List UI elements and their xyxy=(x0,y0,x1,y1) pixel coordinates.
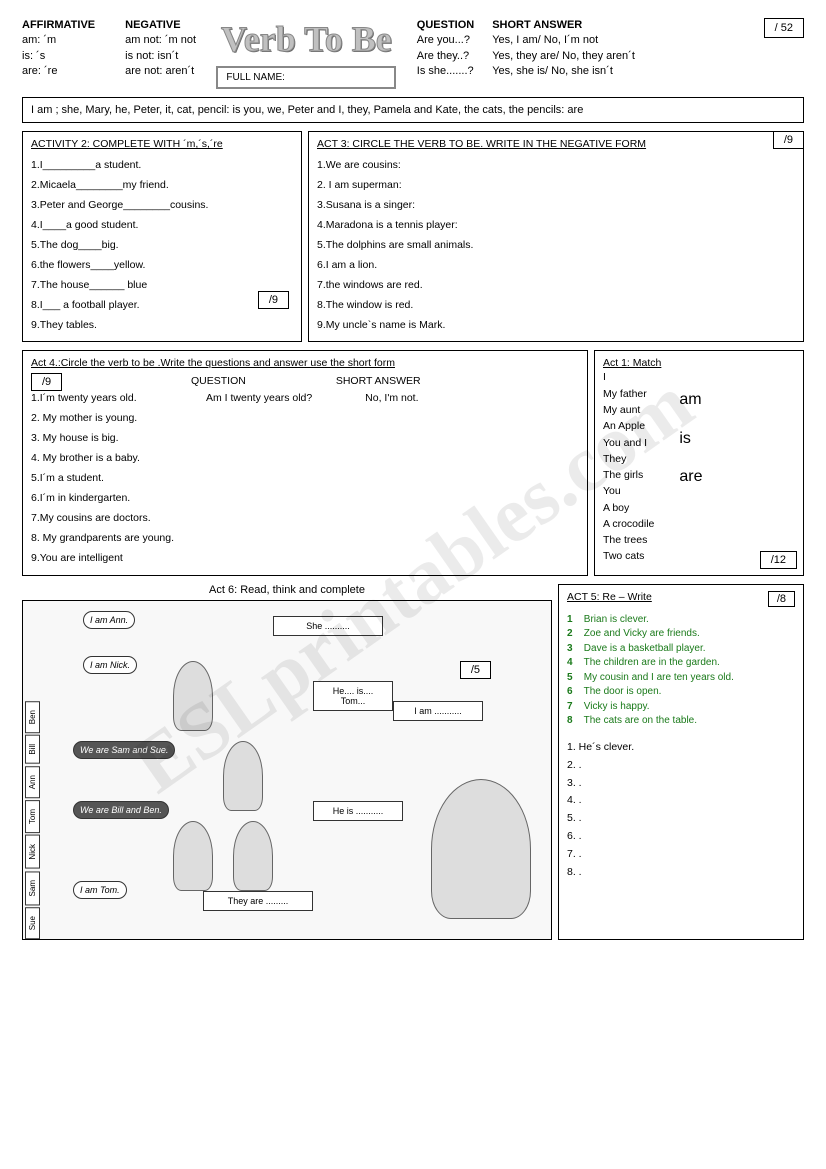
lbl-theyare[interactable]: They are ......... xyxy=(203,891,313,911)
act1-right: amisare xyxy=(679,381,702,564)
act6-score: /5 xyxy=(460,661,491,679)
question-col: QUESTION Are you...? Are they..? Is she.… xyxy=(417,18,474,80)
activity-5: ACT 5: Re – Write /8 1 Brian is clever.2… xyxy=(558,584,804,940)
act4-ah: SHORT ANSWER xyxy=(336,375,421,387)
aff-title: AFFIRMATIVE xyxy=(22,18,95,33)
side-labels: BenBillAnnTomNickSamSue xyxy=(25,701,40,940)
act4-exa: No, I'm not. xyxy=(365,392,418,404)
bubble-ann: I am Ann. xyxy=(83,611,135,629)
a-r2: Yes, they are/ No, they aren´t xyxy=(492,49,635,64)
bubble-tom: I am Tom. xyxy=(73,881,127,899)
activity-6: Act 6: Read, think and complete BenBillA… xyxy=(22,584,552,940)
q-title: QUESTION xyxy=(417,18,474,33)
affirmative-col: AFFIRMATIVE am: ´m is: ´s are: ´re xyxy=(22,18,95,80)
lbl-iam[interactable]: I am ........... xyxy=(393,701,483,721)
act5-score: /8 xyxy=(768,591,795,607)
act4-title: Act 4.:Circle the verb to be .Write the … xyxy=(31,357,579,369)
q-r1: Are you...? xyxy=(417,33,474,48)
negative-col: NEGATIVE am not: ´m not is not: isn´t ar… xyxy=(125,18,196,80)
q-r3: Is she.......? xyxy=(417,64,474,79)
act1-left: IMy fatherMy auntAn AppleYou and ITheyTh… xyxy=(603,369,654,564)
lbl-hetom: He.... is.... Tom... xyxy=(313,681,393,711)
act5-blanks[interactable]: 1. He´s clever.2. .3. .4. .5. .6. .7. .8… xyxy=(567,739,795,882)
act3-score: /9 xyxy=(773,131,804,149)
act4-list: 1.I´m twenty years old.2. My mother is y… xyxy=(31,389,206,568)
aff-r1: am: ´m xyxy=(22,33,95,48)
activity-3: ACT 3: CIRCLE THE VERB TO BE. WRITE IN T… xyxy=(308,131,804,342)
act4-qh: QUESTION xyxy=(191,375,246,387)
total-score: / 52 xyxy=(764,18,804,38)
a-title: SHORT ANSWER xyxy=(492,18,635,33)
neg-title: NEGATIVE xyxy=(125,18,196,33)
act6-image: BenBillAnnTomNickSamSue I am Ann. I am N… xyxy=(22,600,552,940)
activity-1: Act 1: Match IMy fatherMy auntAn AppleYo… xyxy=(594,350,804,575)
activity-2: ACTIVITY 2: COMPLETE WITH ´m,´s,´re 1.I_… xyxy=(22,131,302,342)
aff-r2: is: ´s xyxy=(22,49,95,64)
bubble-nick: I am Nick. xyxy=(83,656,137,674)
act6-title: Act 6: Read, think and complete xyxy=(22,584,552,596)
act3-list: 1.We are cousins:2. I am superman:3.Susa… xyxy=(317,156,795,335)
activity-4: Act 4.:Circle the verb to be .Write the … xyxy=(22,350,588,575)
header: AFFIRMATIVE am: ´m is: ´s are: ´re NEGAT… xyxy=(22,18,804,89)
act4-exq: Am I twenty years old? xyxy=(206,392,312,404)
page-title: Verb To Be xyxy=(221,18,392,60)
neg-r2: is not: isn´t xyxy=(125,49,196,64)
fullname-field[interactable]: FULL NAME: xyxy=(216,66,396,89)
lbl-heis[interactable]: He is ........... xyxy=(313,801,403,821)
act2-title: ACTIVITY 2: COMPLETE WITH ´m,´s,´re xyxy=(31,138,293,150)
neg-r3: are not: aren´t xyxy=(125,64,196,79)
lbl-she[interactable]: She .......... xyxy=(273,616,383,636)
reference-row: I am ; she, Mary, he, Peter, it, cat, pe… xyxy=(22,97,804,123)
act4-score: /9 xyxy=(31,373,62,391)
act3-title: ACT 3: CIRCLE THE VERB TO BE. WRITE IN T… xyxy=(317,138,795,150)
q-r2: Are they..? xyxy=(417,49,474,64)
act1-score: /12 xyxy=(760,551,797,569)
act1-title: Act 1: Match xyxy=(603,357,795,369)
aff-r3: are: ´re xyxy=(22,64,95,79)
act2-score: /9 xyxy=(258,291,289,309)
act5-title: ACT 5: Re – Write xyxy=(567,591,652,607)
act2-list: 1.I_________a student.2.Micaela________m… xyxy=(31,156,293,335)
a-r1: Yes, I am/ No, I´m not xyxy=(492,33,635,48)
neg-r1: am not: ´m not xyxy=(125,33,196,48)
answer-col: SHORT ANSWER Yes, I am/ No, I´m not Yes,… xyxy=(492,18,635,80)
act5-items: 1 Brian is clever.2 Zoe and Vicky are fr… xyxy=(567,613,795,729)
bubble-billben: We are Bill and Ben. xyxy=(73,801,169,819)
a-r3: Yes, she is/ No, she isn´t xyxy=(492,64,635,79)
bubble-samsue: We are Sam and Sue. xyxy=(73,741,175,759)
